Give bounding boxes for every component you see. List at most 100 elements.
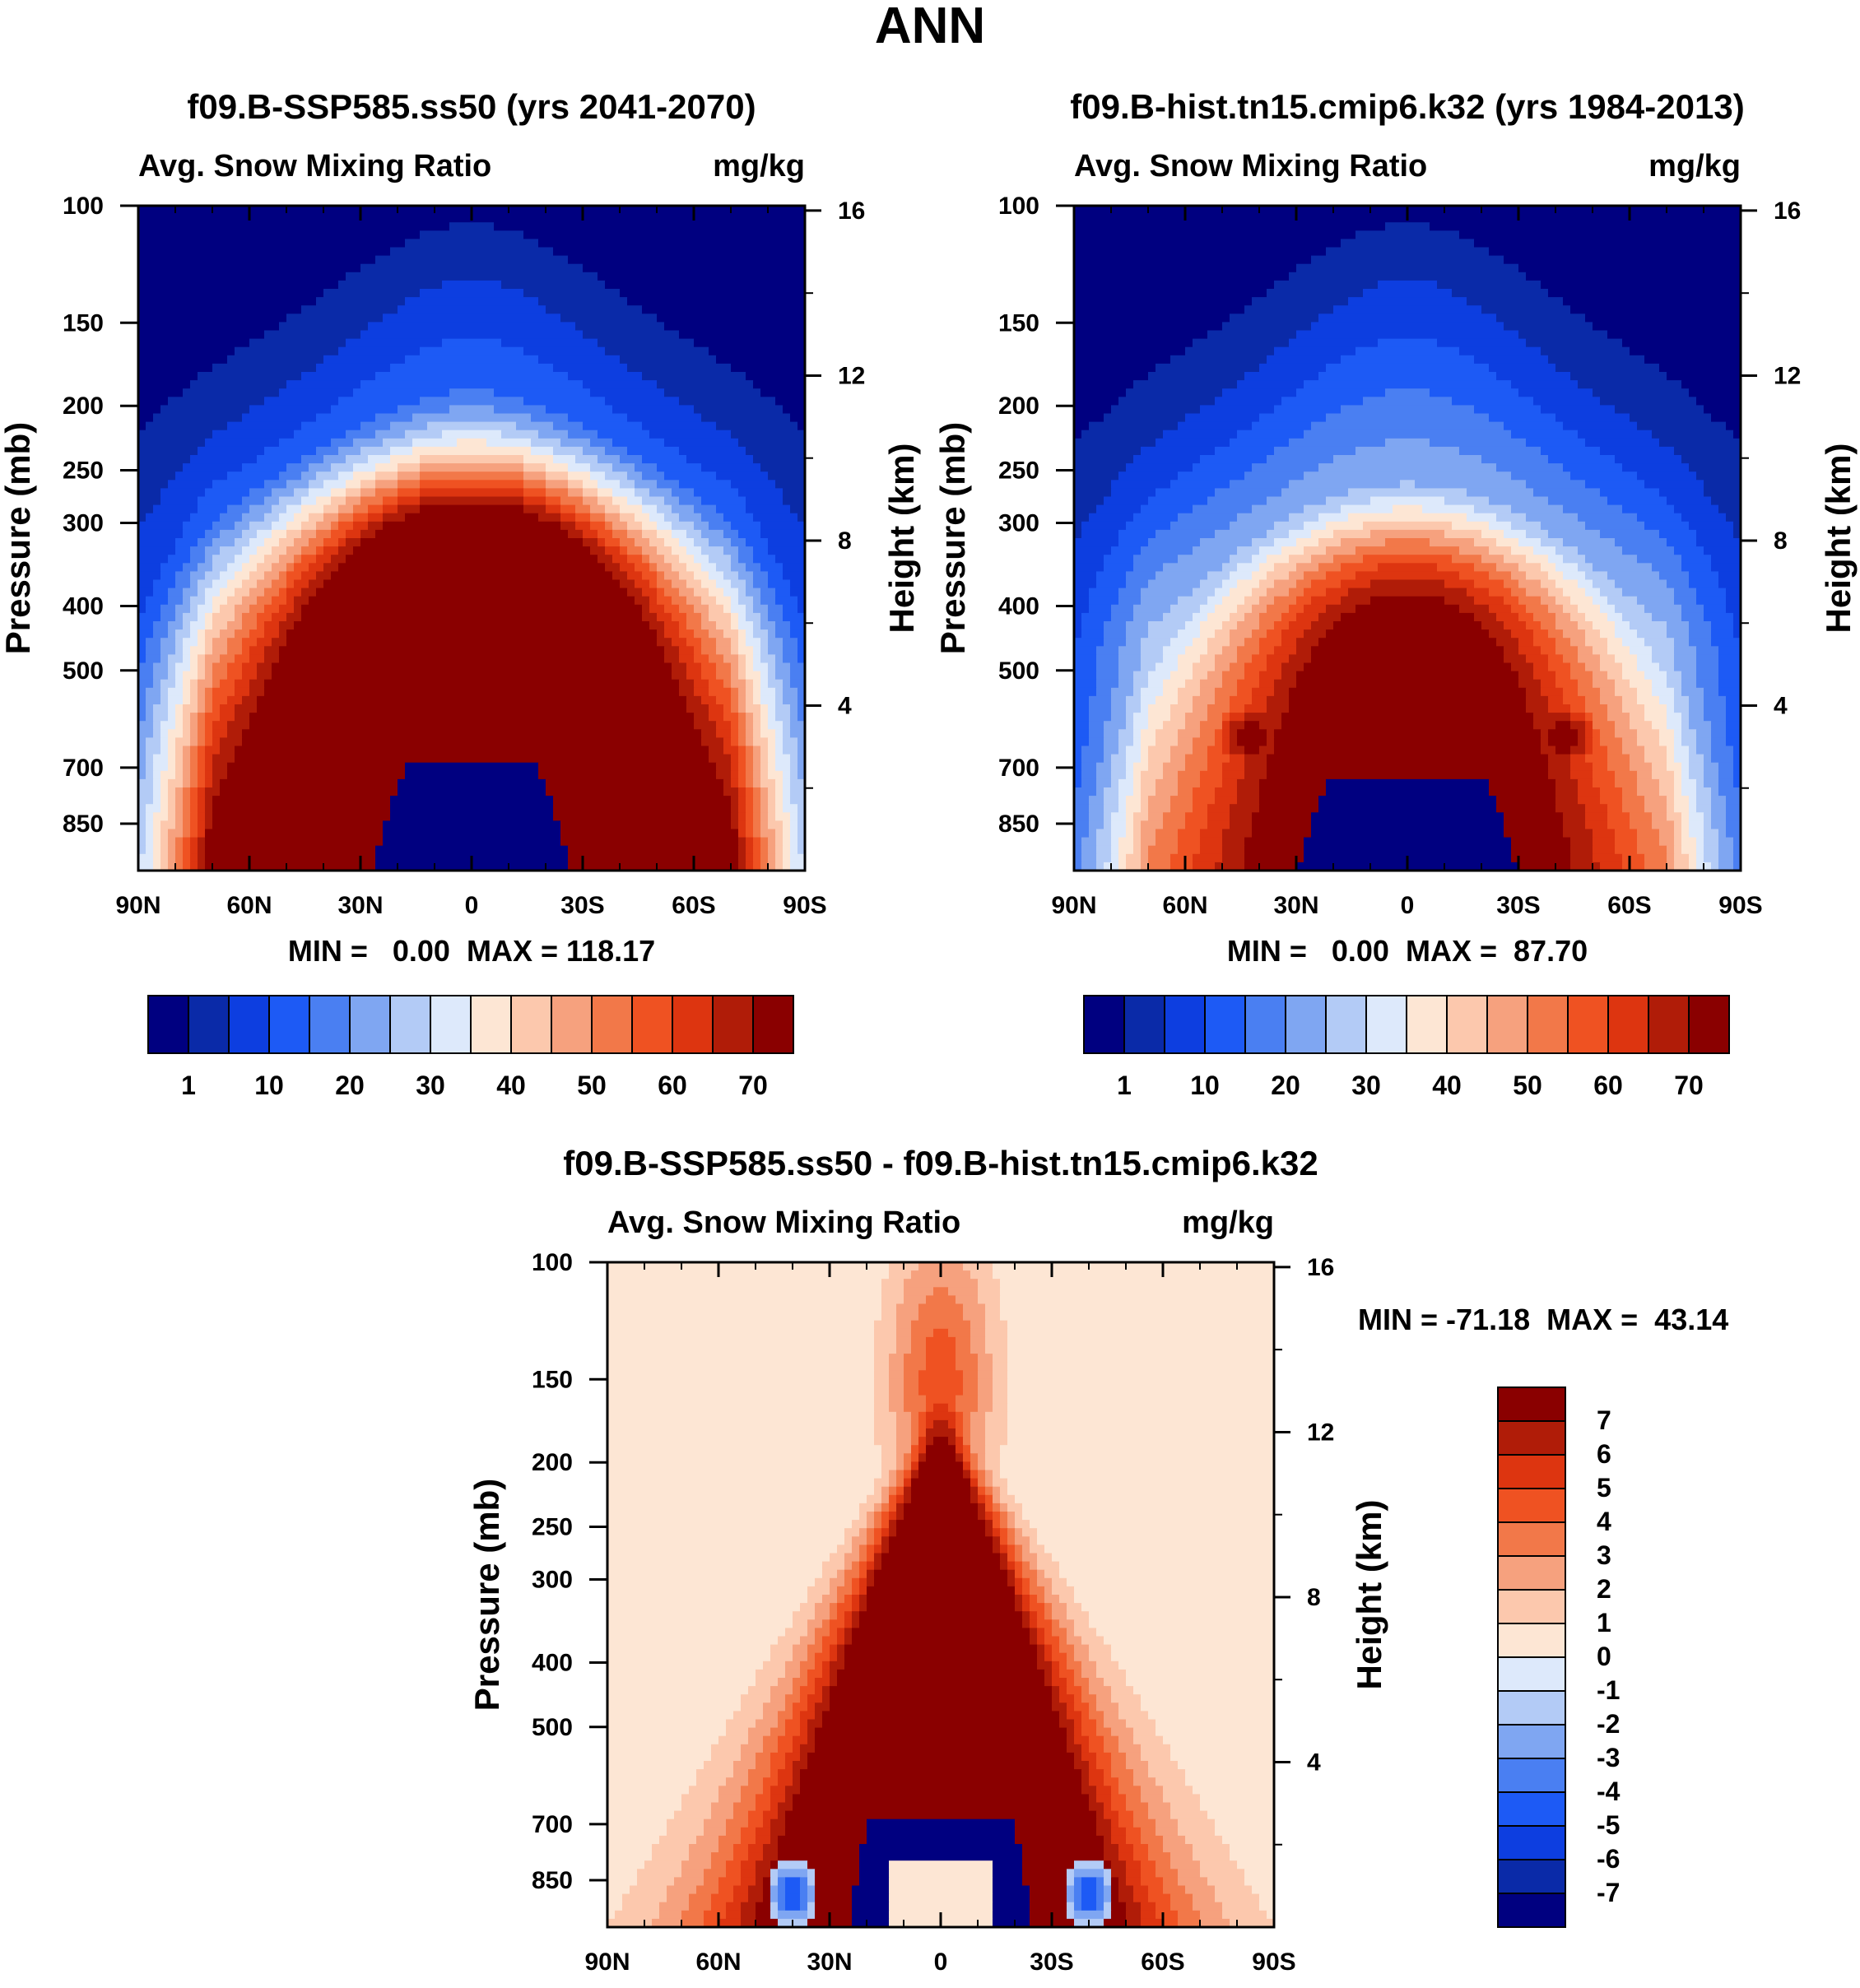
contour-cell bbox=[212, 621, 228, 630]
contour-cell bbox=[160, 488, 206, 498]
contour-cell bbox=[1074, 721, 1090, 730]
contour-cell bbox=[1074, 314, 1230, 323]
contour-cell bbox=[1096, 1628, 1274, 1637]
contour-cell bbox=[741, 1860, 756, 1870]
contour-cell bbox=[1222, 853, 1245, 863]
contour-cell bbox=[1067, 1603, 1082, 1612]
contour-cell bbox=[1585, 612, 1608, 622]
contour-cell bbox=[1111, 1769, 1134, 1778]
contour-cell bbox=[652, 1844, 690, 1853]
contour-cell bbox=[146, 829, 154, 838]
contour-cell bbox=[1156, 438, 1230, 448]
contour-cell bbox=[1733, 862, 1741, 871]
contour-cell bbox=[1089, 704, 1112, 713]
contour-cell bbox=[1326, 363, 1490, 373]
contour-cell bbox=[731, 796, 739, 805]
contour-cell bbox=[1133, 455, 1201, 464]
contour-cell bbox=[859, 1869, 890, 1878]
contour-cell bbox=[286, 314, 384, 323]
contour-cell bbox=[1059, 1686, 1067, 1695]
contour-cell bbox=[294, 488, 309, 498]
contour-cell bbox=[1096, 579, 1127, 589]
contour-cell bbox=[993, 1378, 1008, 1388]
contour-cell bbox=[1163, 679, 1186, 689]
contour-cell bbox=[1563, 297, 1741, 306]
contour-cell bbox=[985, 1336, 1008, 1346]
contour-cell bbox=[844, 1628, 853, 1637]
contour-cell bbox=[1074, 272, 1290, 281]
contour-cell bbox=[904, 1362, 927, 1371]
contour-cell bbox=[1244, 762, 1267, 772]
contour-cell bbox=[889, 1860, 993, 1870]
contour-cell bbox=[153, 770, 161, 780]
contour-cell bbox=[797, 687, 805, 697]
contour-cell bbox=[138, 646, 146, 655]
contour-cell bbox=[1585, 588, 1601, 597]
contour-cell bbox=[220, 546, 243, 555]
contour-cell bbox=[852, 1544, 860, 1554]
contour-cell bbox=[1726, 796, 1741, 805]
contour-cell bbox=[830, 1678, 838, 1687]
contour-cell bbox=[1104, 1893, 1112, 1903]
contour-cell bbox=[775, 729, 784, 738]
contour-cell bbox=[797, 604, 805, 614]
contour-cell bbox=[1037, 1553, 1053, 1563]
contour-cell bbox=[738, 820, 746, 830]
contour-cell bbox=[874, 1354, 890, 1363]
contour-cell bbox=[778, 1869, 808, 1878]
contour-cell bbox=[778, 1711, 793, 1721]
contour-cell bbox=[1563, 829, 1593, 838]
colorbar-box bbox=[1497, 1555, 1566, 1591]
contour-cell bbox=[790, 778, 805, 788]
contour-cell bbox=[198, 762, 206, 772]
contour-cell bbox=[146, 737, 161, 747]
contour-cell bbox=[1148, 804, 1171, 813]
contour-cell bbox=[175, 571, 191, 581]
contour-cell bbox=[1118, 529, 1156, 539]
contour-cell bbox=[1074, 480, 1112, 489]
contour-cell bbox=[753, 862, 761, 871]
colorbar-box bbox=[1527, 995, 1569, 1054]
contour-cell bbox=[1733, 762, 1741, 772]
contour-cell bbox=[778, 1877, 786, 1887]
contour-cell bbox=[1222, 829, 1253, 838]
contour-cell bbox=[1126, 1827, 1142, 1837]
contour-cell bbox=[726, 1818, 749, 1828]
contour-cell bbox=[1148, 538, 1201, 547]
contour-cell bbox=[405, 430, 443, 439]
contour-cell bbox=[620, 289, 805, 298]
contour-cell bbox=[1081, 1694, 1097, 1703]
contour-cell bbox=[1126, 754, 1142, 764]
contour-cell bbox=[205, 713, 221, 722]
contour-cell bbox=[607, 1303, 882, 1313]
contour-cell bbox=[896, 1503, 904, 1512]
contour-cell bbox=[800, 1669, 808, 1679]
contour-cell bbox=[242, 463, 287, 472]
contour-cell bbox=[205, 845, 376, 855]
contour-cell bbox=[775, 671, 791, 680]
colorbar-label: 0 bbox=[1597, 1642, 1611, 1671]
contour-cell bbox=[642, 604, 650, 614]
contour-cell bbox=[1170, 604, 1201, 614]
contour-cell bbox=[1689, 796, 1697, 805]
contour-cell bbox=[768, 646, 784, 655]
contour-cell bbox=[1385, 538, 1430, 547]
contour-cell bbox=[918, 1470, 964, 1479]
contour-cell bbox=[1074, 521, 1082, 531]
contour-cell bbox=[1141, 787, 1156, 797]
contour-cell bbox=[1578, 513, 1638, 523]
contour-cell bbox=[1170, 1852, 1193, 1861]
contour-cell bbox=[723, 529, 739, 539]
contour-cell bbox=[896, 1437, 912, 1446]
contour-cell bbox=[205, 654, 221, 664]
contour-cell bbox=[257, 455, 302, 464]
panel-2-units-label: mg/kg bbox=[1648, 149, 1741, 183]
contour-cell bbox=[1170, 1810, 1208, 1820]
contour-cell bbox=[1541, 521, 1586, 531]
contour-cell bbox=[153, 762, 169, 772]
contour-cell bbox=[911, 1486, 971, 1496]
x-tick-label: 90S bbox=[1718, 892, 1762, 919]
contour-cell bbox=[1230, 729, 1238, 738]
contour-cell bbox=[790, 629, 805, 639]
contour-cell bbox=[1511, 588, 1527, 597]
